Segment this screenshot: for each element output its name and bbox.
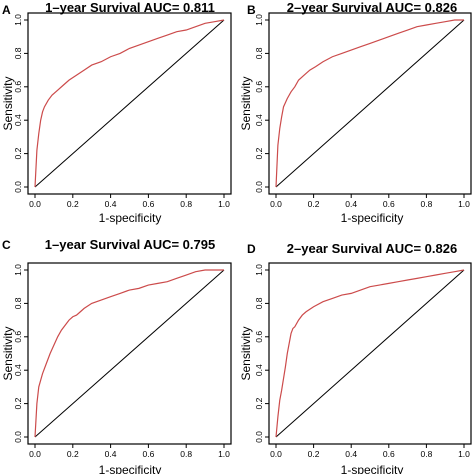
x-tick-label: 0.4 <box>105 199 117 209</box>
roc-panel-c: C 1–year Survival AUC= 0.795 Sensitivity 1-… <box>1 237 232 474</box>
x-tick-label: 0.4 <box>345 449 357 459</box>
x-axis-label: 1-specificity <box>99 463 162 474</box>
y-tick-label: 1.0 <box>13 14 23 26</box>
y-tick-label: 0.6 <box>254 81 264 93</box>
y-tick-label: 0.8 <box>254 297 264 309</box>
y-tick-label: 0.6 <box>13 81 23 93</box>
x-tick-label: 0.2 <box>308 449 320 459</box>
x-tick-label: 1.0 <box>458 449 470 459</box>
x-tick-label: 0.0 <box>29 449 41 459</box>
x-axis-label: 1-specificity <box>341 463 404 474</box>
x-tick-label: 0.6 <box>383 449 395 459</box>
panel-label: D <box>247 242 256 256</box>
y-tick-label: 0.4 <box>254 114 264 126</box>
plot-frame <box>268 262 472 445</box>
x-tick-label: 0.8 <box>420 199 432 209</box>
roc-curve <box>34 19 225 188</box>
x-tick-label: 0.2 <box>308 199 320 209</box>
panel-label: C <box>2 238 11 252</box>
x-tick-label: 0.4 <box>345 199 357 209</box>
x-tick-label: 1.0 <box>218 449 230 459</box>
y-axis-label: Sensitivity <box>1 326 15 380</box>
panel-title: 1–year Survival AUC= 0.811 <box>45 0 215 15</box>
y-axis-label: Sensitivity <box>1 76 15 130</box>
x-tick-label: 0.8 <box>180 199 192 209</box>
x-tick-label: 0.0 <box>270 449 282 459</box>
roc-curve <box>275 19 464 188</box>
plot-frame <box>268 12 472 195</box>
y-tick-label: 0.0 <box>254 181 264 193</box>
y-tick-label: 0.2 <box>254 397 264 409</box>
y-tick-label: 0.2 <box>254 147 264 159</box>
x-axis-label: 1-specificity <box>99 211 162 225</box>
y-tick-label: 0.0 <box>13 181 23 193</box>
plot-frame <box>27 12 232 195</box>
panel-label: B <box>247 3 256 17</box>
y-tick-label: 0.0 <box>13 431 23 443</box>
plot-frame <box>27 262 232 445</box>
roc-panel-a: A 1–year Survival AUC= 0.811 Sensitivity 1-… <box>1 0 232 225</box>
y-tick-label: 0.8 <box>13 47 23 59</box>
y-tick-label: 0.4 <box>13 114 23 126</box>
y-tick-label: 1.0 <box>13 264 23 276</box>
x-tick-label: 0.2 <box>67 199 79 209</box>
panel-title: 1–year Survival AUC= 0.795 <box>45 237 215 252</box>
x-tick-label: 0.6 <box>142 199 154 209</box>
roc-panel-d: D 2–year Survival AUC= 0.826 Sensitivity 1-… <box>239 241 472 474</box>
reference-diagonal-line <box>275 269 465 438</box>
panel-label: A <box>2 3 11 17</box>
y-tick-label: 0.2 <box>13 397 23 409</box>
x-tick-label: 0.6 <box>383 199 395 209</box>
x-tick-label: 1.0 <box>458 199 470 209</box>
x-tick-label: 0.8 <box>420 449 432 459</box>
y-tick-label: 0.8 <box>13 297 23 309</box>
roc-panel-b: B 2–year Survival AUC= 0.826 Sensitivity 1-… <box>239 0 472 225</box>
y-axis-label: Sensitivity <box>239 76 253 130</box>
reference-diagonal-line <box>275 19 465 188</box>
panel-title: 2–year Survival AUC= 0.826 <box>287 241 457 256</box>
roc-curve <box>34 269 224 438</box>
y-tick-label: 0.0 <box>254 431 264 443</box>
roc-curve <box>275 269 465 438</box>
y-tick-label: 0.8 <box>254 47 264 59</box>
y-tick-label: 0.6 <box>13 331 23 343</box>
panel-title: 2–year Survival AUC= 0.826 <box>287 0 457 15</box>
x-tick-label: 0.0 <box>29 199 41 209</box>
x-tick-label: 0.8 <box>180 449 192 459</box>
y-tick-label: 1.0 <box>254 264 264 276</box>
x-tick-label: 0.0 <box>270 199 282 209</box>
x-tick-label: 0.6 <box>142 449 154 459</box>
x-tick-label: 0.2 <box>67 449 79 459</box>
x-tick-label: 1.0 <box>218 199 230 209</box>
y-tick-label: 0.2 <box>13 147 23 159</box>
reference-diagonal-line <box>34 269 225 438</box>
x-tick-label: 0.4 <box>105 449 117 459</box>
x-axis-label: 1-specificity <box>341 211 404 225</box>
y-tick-label: 0.4 <box>254 364 264 376</box>
y-tick-label: 1.0 <box>254 14 264 26</box>
y-tick-label: 0.6 <box>254 331 264 343</box>
y-axis-label: Sensitivity <box>239 326 253 380</box>
reference-diagonal-line <box>34 19 225 188</box>
y-tick-label: 0.4 <box>13 364 23 376</box>
